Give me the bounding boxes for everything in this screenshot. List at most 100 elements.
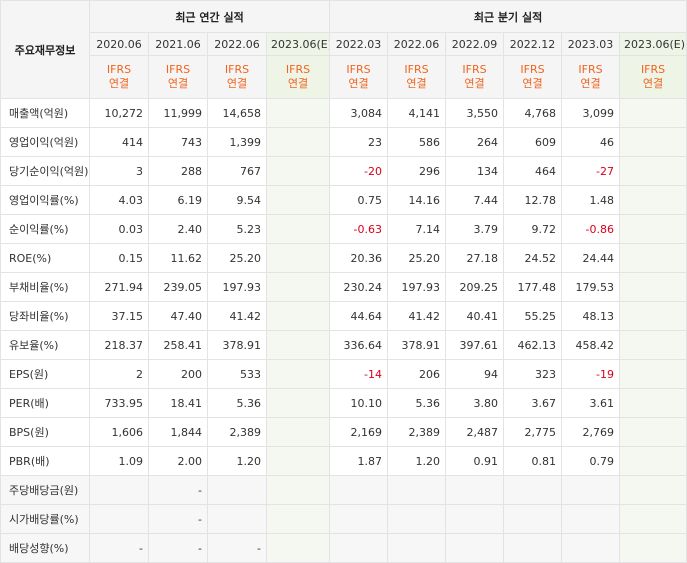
data-cell xyxy=(619,330,687,360)
data-cell: 397.61 xyxy=(445,330,505,360)
data-cell: 41.42 xyxy=(387,301,447,331)
ifrs-label: IFRS 연결 xyxy=(265,55,331,99)
data-cell: 458.42 xyxy=(561,330,621,360)
data-cell: 37.15 xyxy=(89,301,149,331)
ifrs-label: IFRS 연결 xyxy=(207,55,267,99)
ifrs-standard-text: IFRS xyxy=(578,63,603,76)
table-row: 매출액(억원) 10,272 11,999 14,658 3,084 4,141 3,550… xyxy=(0,98,687,128)
data-cell: 7.44 xyxy=(445,185,505,215)
data-cell: 3,550 xyxy=(445,98,505,128)
data-cell: 20.36 xyxy=(329,243,389,273)
data-cell xyxy=(329,475,389,505)
data-cell xyxy=(329,504,389,534)
data-cell xyxy=(619,388,687,418)
data-cell: 323 xyxy=(503,359,563,389)
data-cell: 177.48 xyxy=(503,272,563,302)
data-cell: 47.40 xyxy=(148,301,208,331)
data-cell: 0.79 xyxy=(561,446,621,476)
data-cell xyxy=(265,214,331,244)
data-cell: 2,775 xyxy=(503,417,563,447)
data-cell: 46 xyxy=(561,127,621,157)
data-cell xyxy=(619,359,687,389)
data-cell: 44.64 xyxy=(329,301,389,331)
row-label: 순이익률(%) xyxy=(0,214,90,244)
row-label: 유보율(%) xyxy=(0,330,90,360)
data-cell: 378.91 xyxy=(207,330,267,360)
data-cell: 6.19 xyxy=(148,185,208,215)
data-cell: 3.80 xyxy=(445,388,505,418)
data-cell: 197.93 xyxy=(387,272,447,302)
data-cell xyxy=(265,359,331,389)
ifrs-consolidated-text: 연결 xyxy=(642,77,664,90)
data-cell: 48.13 xyxy=(561,301,621,331)
row-label: PBR(배) xyxy=(0,446,90,476)
data-cell xyxy=(619,272,687,302)
row-label: 주당배당금(원) xyxy=(0,475,90,505)
data-cell: 3.61 xyxy=(561,388,621,418)
data-cell: 2,169 xyxy=(329,417,389,447)
data-cell: 25.20 xyxy=(207,243,267,273)
data-cell: 0.91 xyxy=(445,446,505,476)
ifrs-standard-text: IFRS xyxy=(462,63,487,76)
data-cell: 23 xyxy=(329,127,389,157)
data-cell: 239.05 xyxy=(148,272,208,302)
data-cell: 24.44 xyxy=(561,243,621,273)
data-cell xyxy=(619,127,687,157)
data-cell xyxy=(619,475,687,505)
data-cell xyxy=(265,388,331,418)
data-cell xyxy=(387,475,447,505)
data-cell: 134 xyxy=(445,156,505,186)
data-cell: 1.09 xyxy=(89,446,149,476)
data-cell xyxy=(619,301,687,331)
data-cell: 1.48 xyxy=(561,185,621,215)
row-label: 부채비율(%) xyxy=(0,272,90,302)
data-cell xyxy=(561,504,621,534)
data-cell: 179.53 xyxy=(561,272,621,302)
data-cell: 464 xyxy=(503,156,563,186)
ifrs-standard-text: IFRS xyxy=(224,63,250,76)
data-cell xyxy=(619,214,687,244)
data-cell xyxy=(561,533,621,563)
data-cell xyxy=(265,446,331,476)
data-cell: 2,389 xyxy=(207,417,267,447)
data-cell xyxy=(619,98,687,128)
row-label: EPS(원) xyxy=(0,359,90,389)
data-cell xyxy=(387,533,447,563)
data-cell: 2.40 xyxy=(148,214,208,244)
ifrs-consolidated-text: 연결 xyxy=(287,77,309,90)
data-cell: 258.41 xyxy=(148,330,208,360)
data-cell xyxy=(561,475,621,505)
corner-header: 주요재무정보 xyxy=(0,0,90,99)
period-header: 2022.03 xyxy=(329,32,389,56)
data-cell xyxy=(265,156,331,186)
data-cell xyxy=(329,533,389,563)
data-cell: 206 xyxy=(387,359,447,389)
data-cell: 200 xyxy=(148,359,208,389)
ifrs-consolidated-text: 연결 xyxy=(406,77,427,90)
data-cell: 10.10 xyxy=(329,388,389,418)
data-cell: 264 xyxy=(445,127,505,157)
table-row: 부채비율(%) 271.94 239.05 197.93 230.24 197.93 209… xyxy=(0,272,687,302)
annual-section-title: 최근 연간 실적 xyxy=(88,0,331,33)
data-cell xyxy=(503,533,563,563)
row-label: PER(배) xyxy=(0,388,90,418)
data-cell: 2,769 xyxy=(561,417,621,447)
data-cell: 767 xyxy=(207,156,267,186)
data-cell xyxy=(207,475,267,505)
data-cell: 1.20 xyxy=(387,446,447,476)
data-cell: -20 xyxy=(329,156,389,186)
data-cell: 12.78 xyxy=(503,185,563,215)
ifrs-label: IFRS 연결 xyxy=(619,55,687,99)
data-cell xyxy=(265,127,331,157)
ifrs-label: IFRS 연결 xyxy=(148,55,208,99)
data-cell: 733.95 xyxy=(89,388,149,418)
data-cell: -27 xyxy=(561,156,621,186)
data-cell xyxy=(265,330,331,360)
data-cell: 5.36 xyxy=(207,388,267,418)
data-cell xyxy=(445,533,505,563)
data-cell: 743 xyxy=(148,127,208,157)
data-cell: 2.00 xyxy=(148,446,208,476)
data-cell: 586 xyxy=(387,127,447,157)
ifrs-standard-text: IFRS xyxy=(165,63,191,76)
data-cell: 609 xyxy=(503,127,563,157)
